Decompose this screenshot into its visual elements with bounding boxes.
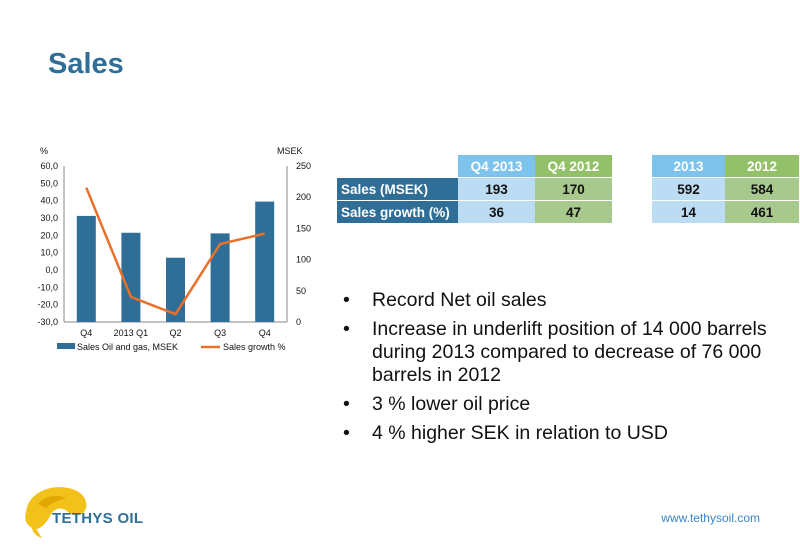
sales-chart: % MSEK 60,0 50,0 40,0 30,0 20,0 10,0 0,0 -10,0 -… <box>37 146 311 352</box>
right-axis-label: MSEK <box>277 146 303 156</box>
right-tick-label: 50 <box>296 286 306 296</box>
chart-legend: Sales Oil and gas, MSEK Sales growth % <box>57 342 286 352</box>
legend-bar-label: Sales Oil and gas, MSEK <box>77 342 178 352</box>
table-cell: 592 <box>652 177 725 201</box>
bar-series <box>76 201 275 322</box>
right-tick-label: 0 <box>296 317 301 327</box>
tethys-logo-icon <box>25 487 87 538</box>
bullet-item: 3 % lower oil price <box>343 393 772 416</box>
category-label: 2013 Q1 <box>114 328 149 338</box>
footer-url[interactable]: www.tethysoil.com <box>661 511 760 525</box>
slide-title: Sales <box>48 48 124 80</box>
bullet-list: Record Net oil sales Increase in underli… <box>343 289 772 451</box>
bar <box>255 201 275 322</box>
table-row: Sales (MSEK) 193 170 592 584 <box>337 177 799 201</box>
right-tick-label: 100 <box>296 255 311 265</box>
right-tick-label: 200 <box>296 192 311 202</box>
table-cell: 36 <box>458 200 535 224</box>
bullet-item: Increase in underlift position of 14 000… <box>343 318 772 387</box>
category-label: Q3 <box>214 328 226 338</box>
category-label: Q4 <box>80 328 92 338</box>
sales-table: Q4 2013 Q4 2012 2013 2012 Sales (MSEK) 1… <box>337 155 799 224</box>
bar <box>76 215 96 322</box>
table-header-row: Q4 2013 Q4 2012 2013 2012 <box>337 155 799 178</box>
category-label: Q4 <box>259 328 271 338</box>
left-tick-label: 30,0 <box>40 213 58 223</box>
header-2012: 2012 <box>725 155 799 178</box>
category-label: Q2 <box>169 328 181 338</box>
table-gap <box>612 155 652 178</box>
left-tick-label: 20,0 <box>40 230 58 240</box>
left-tick-label: -20,0 <box>37 300 58 310</box>
bullet-item: 4 % higher SEK in relation to USD <box>343 422 772 445</box>
table-gap <box>612 177 652 201</box>
right-axis-ticks: 250 200 150 100 50 0 <box>296 161 311 327</box>
left-tick-label: 60,0 <box>40 161 58 171</box>
table-cell: 170 <box>535 177 612 201</box>
bar <box>210 233 230 322</box>
table-gap <box>612 200 652 224</box>
right-tick-label: 150 <box>296 223 311 233</box>
left-tick-label: 10,0 <box>40 248 58 258</box>
header-q4-2013: Q4 2013 <box>458 155 535 178</box>
legend-bar-swatch <box>57 343 75 349</box>
table-cell: 584 <box>725 177 799 201</box>
left-tick-label: 0,0 <box>45 265 58 275</box>
left-tick-label: -30,0 <box>37 317 58 327</box>
table-corner <box>337 155 458 178</box>
left-axis-ticks: 60,0 50,0 40,0 30,0 20,0 10,0 0,0 -10,0 -20,0 -30… <box>37 161 58 327</box>
chart-plot: % MSEK 60,0 50,0 40,0 30,0 20,0 10,0 0,0 -10,0 -… <box>37 146 311 352</box>
table-cell: 461 <box>725 200 799 224</box>
table-cell: 14 <box>652 200 725 224</box>
growth-line <box>85 187 265 316</box>
right-tick-label: 250 <box>296 161 311 171</box>
left-axis-label: % <box>40 146 48 156</box>
table-row: Sales growth (%) 36 47 14 461 <box>337 200 799 224</box>
header-2013: 2013 <box>652 155 725 178</box>
header-q4-2012: Q4 2012 <box>535 155 612 178</box>
legend-line-label: Sales growth % <box>223 342 286 352</box>
logo-text: TETHYS OIL <box>52 510 144 527</box>
left-tick-label: -10,0 <box>37 282 58 292</box>
table-cell: 193 <box>458 177 535 201</box>
row-label-sales: Sales (MSEK) <box>337 177 458 201</box>
row-label-growth: Sales growth (%) <box>337 200 458 224</box>
left-tick-label: 50,0 <box>40 178 58 188</box>
category-labels: Q4 2013 Q1 Q2 Q3 Q4 <box>80 328 270 338</box>
table-cell: 47 <box>535 200 612 224</box>
bullet-item: Record Net oil sales <box>343 289 772 312</box>
left-tick-label: 40,0 <box>40 196 58 206</box>
